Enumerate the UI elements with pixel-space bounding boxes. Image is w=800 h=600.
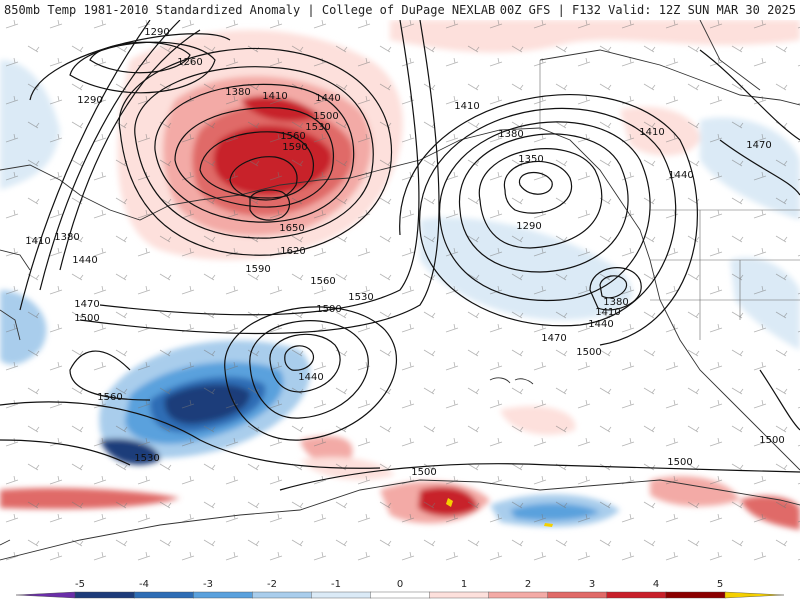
contour-label: 1440 <box>72 255 97 266</box>
contour-label: 1560 <box>280 131 305 142</box>
colorbar-segment <box>547 591 608 599</box>
contour-label: 1590 <box>245 264 270 275</box>
colorbar-segment <box>724 591 785 599</box>
contour-labels: 1290 1260 1290 1380 1410 1440 1500 1530 … <box>25 27 784 478</box>
contour-label: 1350 <box>518 154 543 165</box>
contour-label: 1290 <box>144 27 169 38</box>
wind-barbs <box>0 20 800 576</box>
model-run-info: 00Z GFS | F132 Valid: 12Z SUN MAR 30 202… <box>499 0 796 20</box>
contour-label: 1620 <box>280 246 305 257</box>
colorbar-tick-label: 0 <box>397 579 403 590</box>
colorbar-tick-label: -1 <box>331 579 341 590</box>
contour-label: 1290 <box>516 221 541 232</box>
contour-label: 1410 <box>262 91 287 102</box>
colorbar-segment <box>311 591 372 599</box>
height-contours <box>0 20 800 491</box>
colorbar-tick-label: 4 <box>653 579 659 590</box>
contour-label: 1530 <box>348 292 373 303</box>
colorbar-tick-label: -3 <box>203 579 213 590</box>
colorbar-segment <box>133 591 194 599</box>
colorbar-segment <box>488 591 549 599</box>
contour-label: 1470 <box>746 140 771 151</box>
contour-label: 1380 <box>498 129 523 140</box>
colorbar-segment <box>665 591 726 599</box>
colorbar-segment <box>74 591 135 599</box>
colorbar-tick-label: -5 <box>75 579 85 590</box>
contour-label: 1530 <box>305 122 330 133</box>
colorbar-tick-label: 2 <box>525 579 531 590</box>
contour-label: 1650 <box>279 223 304 234</box>
colorbar-segment <box>429 591 490 599</box>
map-title: 850mb Temp 1981-2010 Standardized Anomal… <box>4 0 496 20</box>
contour-label: 1500 <box>74 313 99 324</box>
colorbar-segment <box>370 591 431 599</box>
colorbar-tick-label: 1 <box>461 579 467 590</box>
contour-label: 1260 <box>177 57 202 68</box>
colorbar-tick-label: -2 <box>267 579 277 590</box>
contour-label: 1470 <box>74 299 99 310</box>
contour-label: 1380 <box>225 87 250 98</box>
coastlines <box>0 20 800 561</box>
anomaly-map: 1290 1260 1290 1380 1410 1440 1500 1530 … <box>0 20 800 576</box>
contour-label: 1380 <box>603 297 628 308</box>
colorbar-tick-label: 5 <box>717 579 723 590</box>
contour-label: 1440 <box>668 170 693 181</box>
contour-label: 1590 <box>282 142 307 153</box>
contour-label: 1500 <box>759 435 784 446</box>
contour-label: 1530 <box>134 453 159 464</box>
contour-label: 1500 <box>576 347 601 358</box>
contour-label: 1500 <box>667 457 692 468</box>
colorbar: -5 -4 -3 -2 -1 0 1 2 3 4 5 <box>0 576 800 600</box>
contour-label: 1560 <box>97 392 122 403</box>
contour-label: 1410 <box>25 236 50 247</box>
contour-label: 1500 <box>313 111 338 122</box>
contour-label: 1290 <box>77 95 102 106</box>
colorbar-tick-label: -4 <box>139 579 149 590</box>
colorbar-segment <box>606 591 667 599</box>
colorbar-segment <box>193 591 254 599</box>
contour-label: 1560 <box>310 276 335 287</box>
contour-label: 1410 <box>454 101 479 112</box>
colorbar-ticks: -5 -4 -3 -2 -1 0 1 2 3 4 5 <box>75 579 723 590</box>
contour-label: 1440 <box>315 93 340 104</box>
contour-label: 1380 <box>54 232 79 243</box>
colorbar-tick-label: 3 <box>589 579 595 590</box>
colorbar-segment <box>252 591 313 599</box>
contour-label: 1440 <box>588 319 613 330</box>
political-borders <box>539 60 800 340</box>
colorbar-segments <box>15 591 785 599</box>
contour-label: 1500 <box>316 304 341 315</box>
contour-label: 1440 <box>298 372 323 383</box>
contour-label: 1500 <box>411 467 436 478</box>
contour-label: 1410 <box>639 127 664 138</box>
contour-label: 1470 <box>541 333 566 344</box>
contour-label: 1410 <box>595 307 620 318</box>
